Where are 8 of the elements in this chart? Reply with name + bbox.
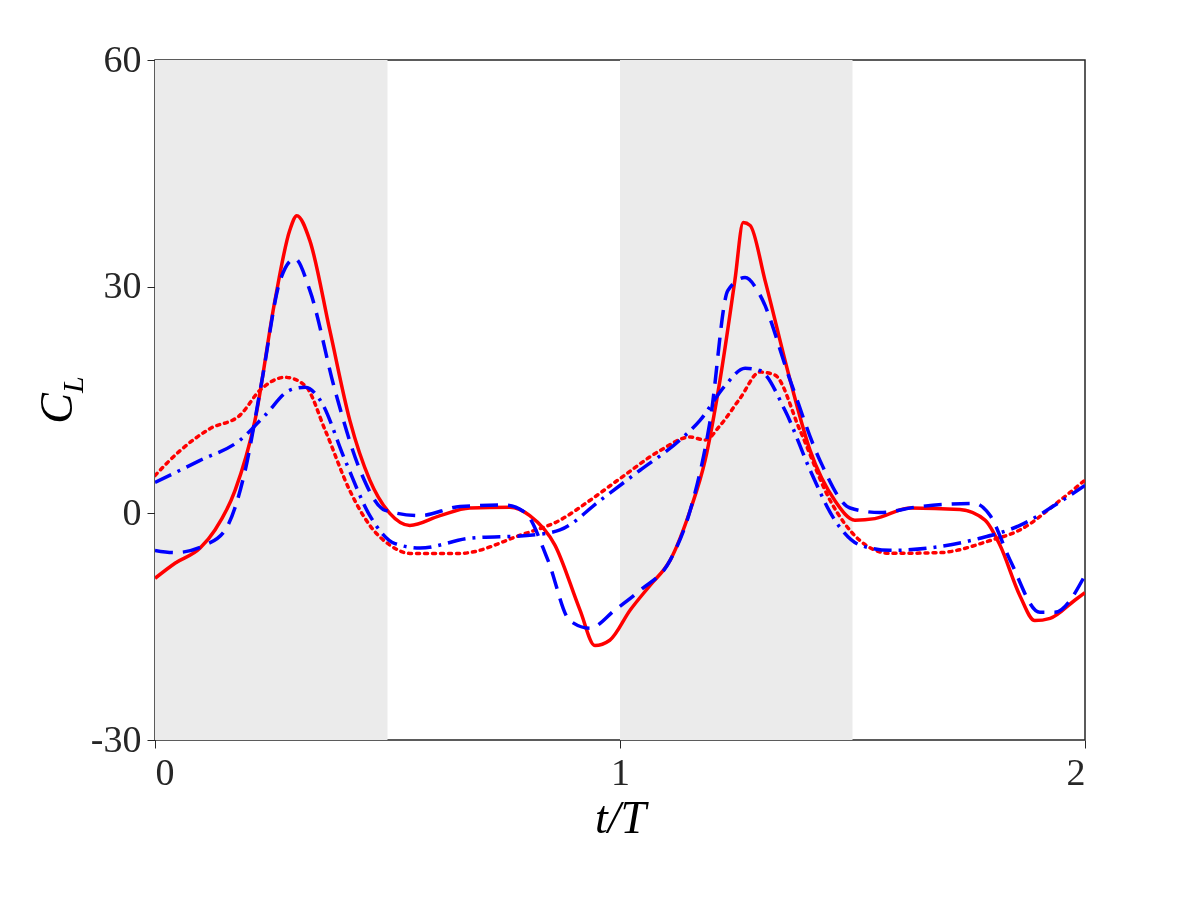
- y-tick-label: 60: [103, 37, 142, 80]
- x-tick-label: 1: [611, 750, 630, 793]
- x-tick-label: 0: [155, 750, 175, 793]
- x-axis-title: t/T: [594, 791, 650, 843]
- y-tick-label: -30: [90, 717, 142, 760]
- x-tick-label: 2: [1066, 750, 1086, 793]
- y-tick-label: 0: [122, 490, 142, 533]
- y-tick-label: 30: [103, 264, 142, 307]
